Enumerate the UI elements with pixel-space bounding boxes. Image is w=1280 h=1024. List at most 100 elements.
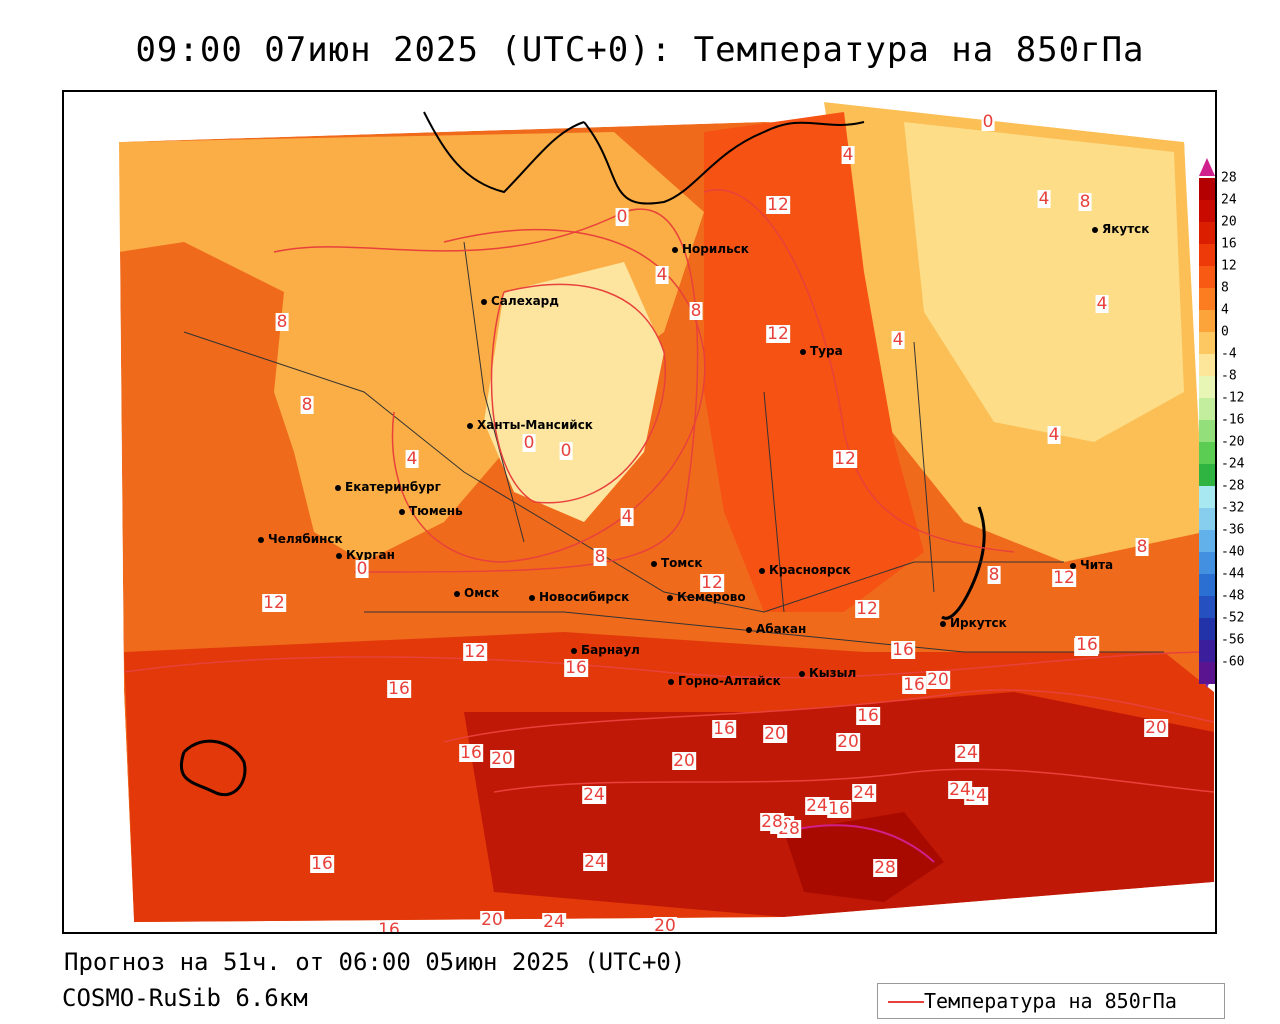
city-label: Абакан: [756, 622, 807, 636]
contour-label: 0: [981, 112, 995, 132]
coastline: [423, 111, 865, 205]
contour-label: 4: [655, 265, 669, 285]
colorbar-tick-label: -32: [1221, 500, 1245, 516]
contour-label: 24: [542, 912, 566, 932]
colorbar-tick-label: -12: [1221, 390, 1245, 406]
city-kurgan: Курган: [336, 548, 395, 562]
city-dot: [667, 594, 673, 601]
contour-label: 4: [841, 145, 855, 165]
contour-label: 8: [593, 547, 607, 567]
colorbar-tick-label: -44: [1221, 566, 1245, 582]
colorbar-segment: [1199, 618, 1215, 640]
colorbar-tick-label: 0: [1221, 324, 1229, 340]
colorbar-segment: [1199, 332, 1215, 354]
contour-label: 12: [766, 324, 790, 344]
city-irkutsk: Иркутск: [940, 616, 1007, 630]
region-coolest-yakutia: [904, 122, 1184, 442]
colorbar-segment: [1199, 310, 1215, 332]
contour-label: 12: [766, 195, 790, 215]
colorbar-segment: [1199, 442, 1215, 464]
city-dot: [529, 594, 535, 601]
colorbar-segment: [1199, 376, 1215, 398]
colorbar-segment: [1199, 662, 1215, 684]
region-warm-yenisei: [704, 112, 924, 612]
city-label: Челябинск: [268, 532, 343, 546]
colorbar-tick-label: 28: [1221, 170, 1237, 186]
contour-label: 4: [1095, 294, 1109, 314]
mask-right-bottom: [768, 882, 1215, 932]
city-label: Тюмень: [409, 504, 463, 518]
contour-label: 24: [948, 780, 972, 800]
contour-label: 20: [672, 751, 696, 771]
contour-label: 20: [480, 910, 504, 930]
contour-label: 16: [310, 854, 334, 874]
city-dot: [258, 536, 264, 543]
city-kemerovo: Кемерово: [667, 590, 746, 604]
city-tomsk: Томск: [651, 556, 703, 570]
colorbar-tick-label: -40: [1221, 544, 1245, 560]
contour-label: 8: [300, 395, 314, 415]
colorbar-segment: [1199, 398, 1215, 420]
mask-left: [64, 92, 134, 932]
colorbar-tick-label: -8: [1221, 368, 1237, 384]
colorbar-segment: [1199, 596, 1215, 618]
city-dot: [481, 298, 487, 305]
isotherm-12: [703, 189, 1015, 553]
city-label: Барнаул: [581, 643, 640, 657]
city-yekaterinburg: Екатеринбург: [335, 480, 441, 494]
colorbar-tick-label: -4: [1221, 346, 1237, 362]
city-dot: [454, 590, 460, 597]
legend-label: Температура на 850гПа: [924, 989, 1177, 1013]
contour-label: 8: [275, 312, 289, 332]
isotherm-16: [123, 651, 1215, 679]
contour-label: 16: [459, 743, 483, 763]
isotherm-0: [490, 283, 666, 504]
contour-label: 4: [405, 449, 419, 469]
legend: Температура на 850гПа: [877, 983, 1225, 1019]
colorbar-tick-label: -56: [1221, 632, 1245, 648]
colorbar-segment: [1199, 486, 1215, 508]
city-label: Норильск: [682, 242, 749, 256]
isotherm-4: [391, 228, 706, 563]
city-dot: [799, 670, 805, 677]
contour-label: 0: [355, 559, 369, 579]
contour-label: 24: [805, 796, 829, 816]
city-chelyabinsk: Челябинск: [258, 532, 343, 546]
city-dot: [759, 567, 765, 574]
city-chita: Чита: [1070, 558, 1113, 572]
city-dot: [1092, 226, 1098, 233]
mask-top-left: [64, 92, 764, 142]
colorbar-tick-label: 24: [1221, 192, 1237, 208]
city-abakan: Абакан: [746, 622, 806, 636]
city-krasnoyarsk: Красноярск: [759, 563, 851, 577]
contour-label: 24: [955, 743, 979, 763]
city-label: Чита: [1080, 558, 1114, 572]
region-cool-north-west: [119, 132, 704, 562]
contour-label: 0: [522, 433, 536, 453]
city-barnaul: Барнаул: [571, 643, 640, 657]
contour-label: 16: [891, 640, 915, 660]
colorbar-segment: [1199, 222, 1215, 244]
city-dot: [940, 620, 946, 627]
city-label: Кемерово: [677, 590, 746, 604]
city-gorno-altaysk: Горно-Алтайск: [668, 674, 781, 688]
colorbar-segment: [1199, 530, 1215, 552]
colorbar-tick-label: -60: [1221, 654, 1245, 670]
map-canvas: [64, 92, 1215, 932]
contour-label: 16: [902, 675, 926, 695]
city-label: Курган: [346, 548, 395, 562]
city-label: Омск: [464, 586, 500, 600]
colorbar-tick-label: -52: [1221, 610, 1245, 626]
city-tyumen: Тюмень: [399, 504, 463, 518]
contour-label: 16: [712, 719, 736, 739]
contour-label: 16: [564, 658, 588, 678]
city-yakutsk: Якутск: [1092, 222, 1149, 236]
contour-label: 12: [1052, 568, 1076, 588]
city-label: Кызыл: [809, 666, 857, 680]
contour-label: 20: [926, 670, 950, 690]
city-label: Томск: [661, 556, 703, 570]
contour-label: 16: [377, 921, 401, 932]
colorbar-segment: [1199, 464, 1215, 486]
colorbar-tick-label: -24: [1221, 456, 1245, 472]
city-khanty-mansiysk: Ханты-Мансийск: [467, 418, 593, 432]
